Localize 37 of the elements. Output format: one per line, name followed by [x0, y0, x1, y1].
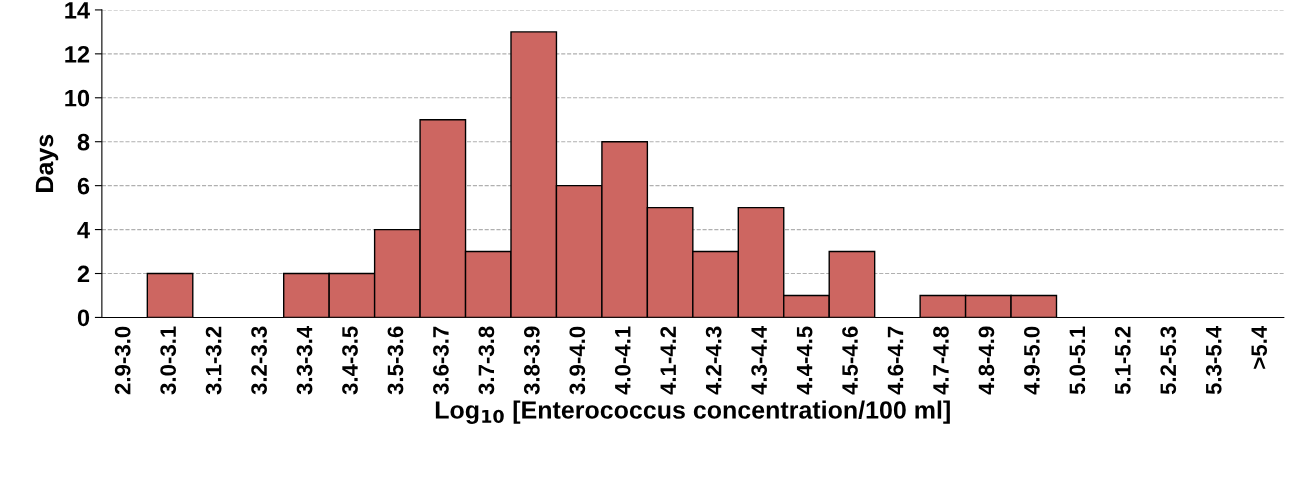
y-tick-label: 0 [77, 309, 90, 327]
x-tick-label: 4.9-5.0 [1024, 326, 1040, 395]
y-tick-label: 14 [65, 2, 90, 19]
x-axis-title: Log$_{10}$ [Enterococcus concentration/100 ml] [435, 400, 950, 424]
x-tick-label: 5.3-5.4 [1205, 325, 1222, 395]
x-tick-label: 4.7-4.8 [933, 326, 949, 395]
x-tick-label: 3.8-3.9 [523, 326, 540, 395]
x-tick-label: 3.7-3.8 [478, 326, 495, 395]
x-tick-label: 4.2-4.3 [705, 326, 722, 395]
y-tick-label: 4 [77, 221, 90, 239]
x-tick-label: 5.2-5.3 [1160, 326, 1177, 395]
x-tick-label: >5.4 [1251, 325, 1268, 369]
x-tick-label: 3.3-3.4 [296, 325, 313, 395]
x-tick-label: 3.6-3.7 [433, 326, 449, 395]
y-tick-label: 12 [65, 45, 90, 63]
x-tick-label: 4.1-4.2 [660, 326, 676, 395]
x-tick-label: 4.5-4.6 [842, 326, 858, 395]
y-tick-label: 2 [77, 265, 90, 283]
x-tick-label: 2.9-3.0 [114, 326, 131, 395]
x-tick-label: 3.4-3.5 [342, 326, 358, 395]
x-tick-label: 3.9-4.0 [569, 326, 586, 395]
x-tick-label: 4.8-4.9 [978, 326, 995, 395]
y-tick-label: 8 [77, 133, 90, 151]
x-tick-label: 4.0-4.1 [614, 326, 631, 395]
y-tick-label: 10 [65, 89, 90, 107]
y-axis-title: Days [35, 134, 59, 192]
x-tick-label: 5.1-5.2 [1114, 326, 1131, 395]
x-tick-label: 5.0-5.1 [1069, 326, 1086, 395]
x-tick-label: 3.0-3.1 [160, 326, 177, 395]
x-tick-label: 4.6-4.7 [887, 326, 904, 395]
x-tick-label: 3.2-3.3 [251, 326, 267, 395]
bar [146, 272, 194, 318]
x-tick-label: 4.4-4.5 [796, 326, 813, 395]
y-tick-label: 6 [77, 177, 90, 195]
x-tick-label: 3.1-3.2 [205, 326, 222, 395]
x-tick-label: 3.5-3.6 [387, 326, 404, 395]
x-tick-label: 4.3-4.4 [751, 325, 768, 395]
